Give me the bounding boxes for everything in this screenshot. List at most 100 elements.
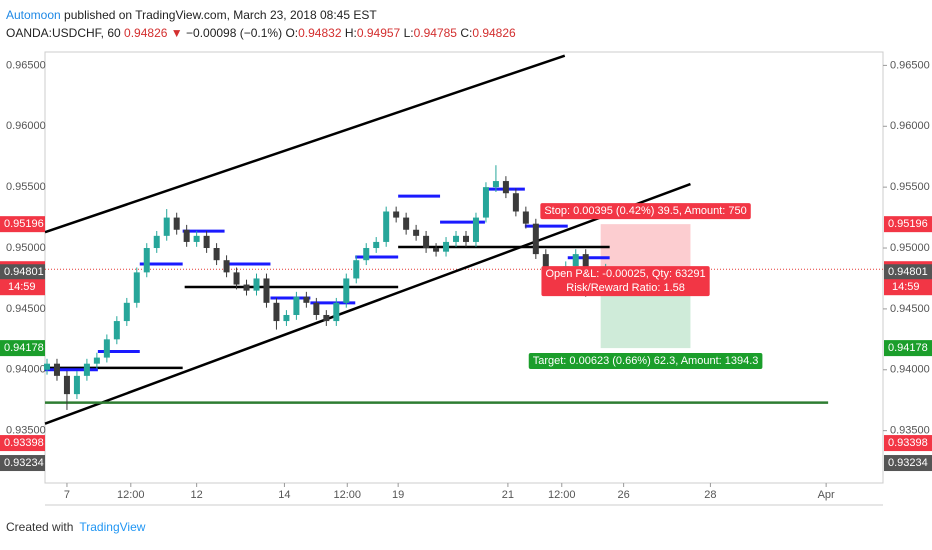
y-tick-label-right: 0.94500 xyxy=(890,303,930,315)
footer: Created with TradingView xyxy=(6,520,145,534)
x-tick-label: 12 xyxy=(191,489,203,501)
o-key: O: xyxy=(285,26,299,40)
x-tick-label: 12:00 xyxy=(334,489,362,501)
price-label: 0.94801 xyxy=(4,266,44,278)
candle-body xyxy=(482,187,489,218)
candle-body xyxy=(163,217,170,236)
price-label: 0.93398 xyxy=(888,437,928,449)
price-label-bg xyxy=(0,264,45,281)
candle-body xyxy=(273,302,280,322)
candle-body xyxy=(492,181,499,188)
y-tick-label-right: 0.94000 xyxy=(890,364,930,376)
price-label: 0.93234 xyxy=(888,457,928,469)
countdown-bg xyxy=(0,279,45,296)
last: 0.94826 xyxy=(124,26,168,40)
pnl-label: Open P&L: -0.00025, Qty: 63291 xyxy=(545,268,705,280)
candle-body xyxy=(103,339,110,358)
y-tick-label-right: 0.95500 xyxy=(890,181,930,193)
candle-body xyxy=(233,272,240,285)
stop-label-bg xyxy=(540,203,751,220)
candle-body xyxy=(243,284,250,291)
price-label-bg xyxy=(0,435,45,452)
price-label-bg xyxy=(0,216,45,233)
x-tick-label: 14 xyxy=(278,489,290,501)
candle-body xyxy=(53,363,60,376)
symbol-line: OANDA:USDCHF, 60 0.94826 ▼ −0.00098 (−0.… xyxy=(6,24,516,42)
h-key: H: xyxy=(344,26,357,40)
candle-body xyxy=(443,241,450,252)
price-label: 0.95196 xyxy=(4,218,44,230)
drawing-line xyxy=(44,54,566,234)
candle-body xyxy=(512,193,519,212)
candle-body xyxy=(423,235,430,249)
candle-body xyxy=(133,272,140,303)
stop-label: Stop: 0.00395 (0.42%) 39.5, Amount: 750 xyxy=(544,205,746,217)
candle-body xyxy=(113,321,120,340)
candle-body xyxy=(313,302,320,315)
target-label: Target: 0.00623 (0.66%) 62.3, Amount: 13… xyxy=(533,355,759,367)
candle-body xyxy=(183,229,190,242)
y-tick-label-left: 0.96000 xyxy=(6,120,46,132)
arrow: ▼ xyxy=(170,26,183,40)
header: Automoon published on TradingView.com, M… xyxy=(6,6,516,42)
countdown: 14:59 xyxy=(8,281,36,293)
candle-body xyxy=(193,235,200,242)
h-val: 0.94957 xyxy=(356,26,401,40)
candle-body xyxy=(532,223,539,255)
o-val: 0.94832 xyxy=(298,26,342,40)
y-tick-label-right: 0.96000 xyxy=(890,120,930,132)
price-label-bg xyxy=(884,264,932,281)
candle-body xyxy=(453,235,460,242)
y-tick-label-left: 0.93500 xyxy=(6,425,46,437)
price-label-bg xyxy=(0,340,45,357)
candle-body xyxy=(43,363,50,370)
x-tick-label: 21 xyxy=(502,489,514,501)
price-label: 0.95196 xyxy=(888,218,928,230)
candle-body xyxy=(472,217,479,242)
x-tick-label: 26 xyxy=(617,489,629,501)
price-label: 0.94178 xyxy=(4,342,44,354)
candle-body xyxy=(403,217,410,230)
published: published on TradingView.com, March 23, … xyxy=(64,8,377,22)
pnl-label-bg xyxy=(541,266,710,297)
price-label-bg xyxy=(884,216,932,233)
y-tick-label-right: 0.96500 xyxy=(890,59,930,71)
price-label: 0.94801 xyxy=(888,266,928,278)
candle-body xyxy=(363,248,370,261)
l-val: 0.94785 xyxy=(413,26,457,40)
y-tick-label-left: 0.94500 xyxy=(6,303,46,315)
candle-body xyxy=(383,211,390,242)
candle-body xyxy=(83,363,90,376)
y-tick-label-left: 0.94000 xyxy=(6,364,46,376)
x-tick-label: 7 xyxy=(64,489,70,501)
candle-body xyxy=(393,211,400,218)
chart: 0.96500 0.96500 0.96000 0.96000 0.95500 0.955… xyxy=(0,51,932,506)
drawing-line xyxy=(44,182,691,425)
price-label-bg xyxy=(884,435,932,452)
candle-body xyxy=(353,260,360,279)
change: −0.00098 (−0.1%) xyxy=(186,26,283,40)
candle-body xyxy=(213,248,220,261)
candle-body xyxy=(333,302,340,322)
price-label-bg xyxy=(884,455,932,472)
candle-body xyxy=(263,278,270,303)
candle-body xyxy=(542,254,549,273)
price-label: 0.94178 xyxy=(888,342,928,354)
candle-body xyxy=(203,235,210,249)
candle-body xyxy=(143,248,150,273)
countdown: 14:59 xyxy=(892,281,920,293)
candle-body xyxy=(63,375,70,395)
created: Created with xyxy=(6,520,74,534)
candle-body xyxy=(373,241,380,249)
c-key: C: xyxy=(460,26,473,40)
candle-body xyxy=(93,357,100,364)
author[interactable]: Automoon xyxy=(6,8,61,22)
candle-body xyxy=(522,211,529,224)
candle-body xyxy=(173,217,180,230)
brand[interactable]: TradingView xyxy=(79,520,146,534)
l-key: L: xyxy=(403,26,414,40)
price-label: 0.93234 xyxy=(4,457,44,469)
publish-line: Automoon published on TradingView.com, M… xyxy=(6,6,516,24)
symbol: OANDA:USDCHF, 60 xyxy=(6,26,121,40)
